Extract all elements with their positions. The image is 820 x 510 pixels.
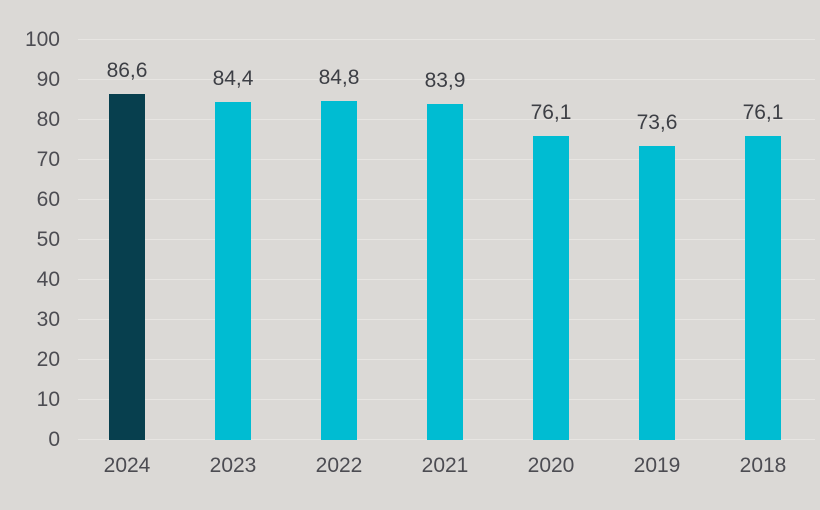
bar-2020 [533, 135, 569, 440]
x-axis-label: 2024 [103, 454, 151, 477]
x-axis-label: 2023 [209, 454, 257, 477]
x-axis-label: 2022 [315, 454, 363, 477]
bar-2022 [321, 100, 357, 440]
bar-value-label: 86,6 [106, 58, 148, 82]
x-axis-label: 2021 [421, 454, 469, 477]
bar-value-label: 83,9 [424, 69, 466, 93]
y-axis-tick-label: 0 [48, 428, 60, 451]
bar-2024 [109, 93, 145, 440]
y-axis-tick-label: 90 [36, 68, 60, 91]
bar-2021 [427, 104, 463, 440]
y-axis-tick-label: 80 [36, 108, 60, 131]
x-axis-label: 2018 [739, 454, 787, 477]
bar-value-label: 73,6 [636, 110, 678, 134]
bar-value-label: 84,8 [318, 65, 360, 89]
bar-value-label: 76,1 [530, 100, 572, 124]
bar-2019 [639, 145, 675, 440]
y-axis-tick-label: 50 [36, 228, 60, 251]
y-axis-tick-label: 40 [36, 268, 60, 291]
gridline [78, 39, 815, 40]
y-axis-tick-label: 30 [36, 308, 60, 331]
bar-value-label: 84,4 [212, 67, 254, 91]
gridline [78, 79, 815, 80]
bar-value-label: 76,1 [742, 100, 784, 124]
y-axis-tick-label: 20 [36, 348, 60, 371]
x-axis-label: 2020 [527, 454, 575, 477]
y-axis-tick-label: 10 [36, 388, 60, 411]
bar-2023 [215, 102, 251, 440]
bar-2018 [745, 135, 781, 440]
y-axis-tick-label: 70 [36, 148, 60, 171]
y-axis-tick-label: 100 [24, 28, 60, 51]
x-axis-label: 2019 [633, 454, 681, 477]
y-axis-tick-label: 60 [36, 188, 60, 211]
